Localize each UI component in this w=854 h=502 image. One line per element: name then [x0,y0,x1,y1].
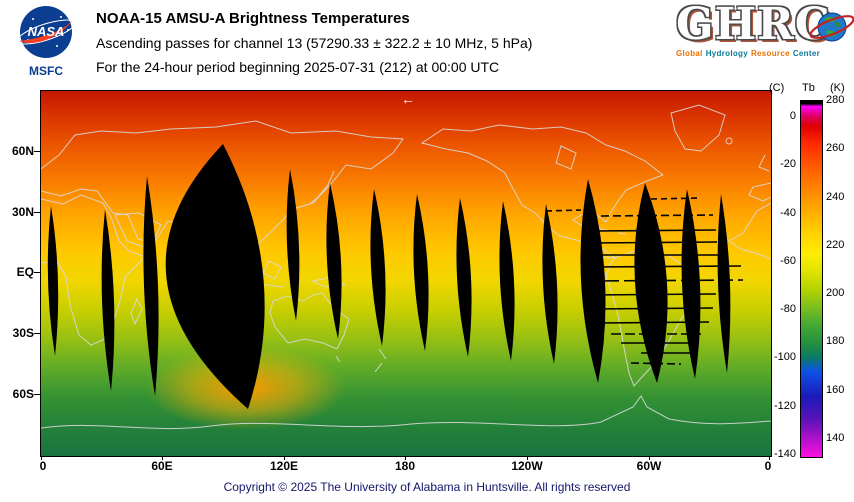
colorbar-c-tick: -60 [780,255,796,267]
msfc-label: MSFC [29,64,63,78]
colorbar-k-tick: 280 [826,94,845,106]
x-tick [769,456,770,460]
map-plot: ← [40,91,772,456]
coastlines [40,104,772,430]
brightness-temperature-map: ← [40,90,772,457]
page-title: NOAA-15 AMSU-A Brightness Temperatures [96,10,410,27]
colorbar-c-tick: -80 [780,303,796,315]
y-tick [34,212,40,213]
colorbar-c-tick: 0 [789,110,796,122]
y-axis-label-eq: EQ [16,265,34,279]
y-tick [34,272,40,273]
missing-orbit-gap [165,144,265,409]
ghrc-tagline: Global Hydrology Resource Center [676,49,848,58]
subtitle-channel: Ascending passes for channel 13 (57290.3… [96,35,533,51]
colorbar-unit-tb: Tb [802,82,815,94]
nasa-logo: NASA MSFC [10,5,82,78]
tagline-word: Hydrology [705,49,748,59]
x-axis-label-60e: 60E [151,459,173,473]
colorbar-k-tick: 260 [826,142,845,154]
colorbar-unit-kelvin: (K) [830,82,845,94]
ghrc-wordmark: GHRC [676,0,831,50]
direction-arrow-icon: ← [401,91,415,107]
colorbar-c-tick: -140 [773,448,796,460]
colorbar-k-tick: 240 [826,191,845,203]
colorbar-k-tick: 140 [826,432,845,444]
x-axis-label-120w: 120W [511,459,543,473]
colorbar [800,100,823,458]
y-tick [34,333,40,334]
y-axis-label-30s: 30S [12,326,34,340]
header-titles: NOAA-15 AMSU-A Brightness Temperatures A… [96,10,532,75]
y-tick [34,151,40,152]
colorbar-unit-celsius: (C) [769,82,785,94]
x-tick [284,456,285,460]
y-tick [34,394,40,395]
x-axis-label-180: 180 [394,459,416,473]
x-tick [41,456,42,460]
colorbar-k-tick: 180 [826,335,845,347]
x-axis-label-0w: 0 [764,459,772,473]
y-axis-label-30n: 30N [11,205,34,219]
x-axis-label-120e: 120E [269,459,299,473]
x-axis-label-60w: 60W [636,459,662,473]
x-tick [162,456,163,460]
tagline-word: Center [792,49,820,59]
colorbar-c-tick: -120 [773,400,796,412]
colorbar-k-tick: 160 [826,384,845,396]
tagline-word: Resource [750,49,790,59]
y-axis-label-60s: 60S [12,387,34,401]
subtitle-period: For the 24-hour period beginning 2025-07… [96,59,500,75]
y-axis-label-60n: 60N [11,144,34,158]
x-axis-label-0e: 0 [39,459,47,473]
colorbar-c-tick: -20 [780,158,796,170]
colorbar-c-tick: -40 [780,207,796,219]
tagline-word: Global [676,49,703,59]
swath-gaps [47,144,731,409]
x-tick [527,456,528,460]
colorbar-k-tick: 220 [826,239,845,251]
x-tick [405,456,406,460]
noisy-scanlines [545,197,744,365]
x-tick [649,456,650,460]
ghrc-globe-icon [802,8,854,51]
colorbar-k-tick: 200 [826,287,845,299]
copyright-notice: Copyright © 2025 The University of Alaba… [223,480,631,494]
nasa-text: NASA [28,24,65,39]
colorbar-c-tick: -100 [773,351,796,363]
ghrc-logo: GHRC Global Hydrology Resource Center [676,0,854,58]
nasa-insignia-icon: NASA [16,6,76,58]
